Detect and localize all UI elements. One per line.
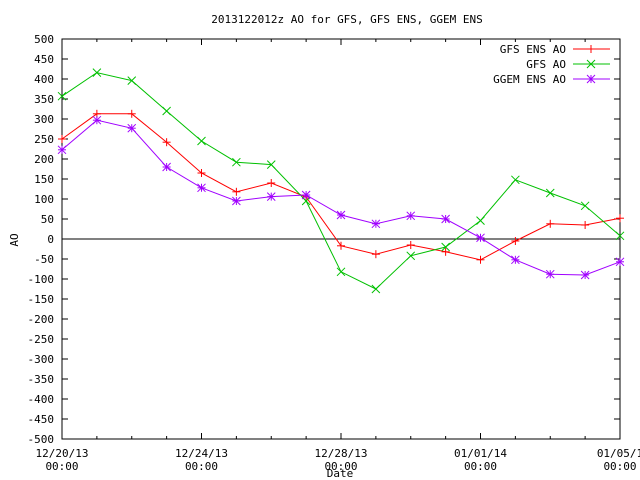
data-point (511, 255, 520, 265)
data-point (127, 123, 137, 133)
data-point (127, 109, 136, 118)
data-point (587, 45, 595, 53)
series-gfs-ens-ao (58, 109, 624, 264)
y-tick-label: -250 (28, 333, 55, 346)
data-point (336, 210, 346, 220)
x-tick-label-time: 00:00 (45, 460, 78, 473)
y-axis-label: AO (8, 233, 21, 246)
data-point (162, 162, 171, 172)
y-tick-label: 150 (34, 173, 54, 186)
data-point (441, 242, 450, 252)
data-point (406, 211, 416, 221)
chart-title: 2013122012z AO for GFS, GFS ENS, GGEM EN… (211, 13, 483, 26)
data-point (92, 115, 102, 125)
data-point (476, 255, 485, 264)
legend-label: GGEM ENS AO (493, 73, 566, 86)
y-tick-label: 50 (41, 213, 54, 226)
data-point (580, 270, 590, 280)
series-line (61, 119, 621, 276)
data-point (586, 59, 596, 69)
data-point (511, 175, 520, 185)
y-tick-label: 400 (34, 73, 54, 86)
legend: GFS ENS AO GFS AO GGEM ENS AO (493, 43, 610, 86)
data-point (616, 214, 624, 223)
series-gfs-ao (57, 68, 625, 294)
data-point (615, 257, 625, 267)
y-tick-label: 500 (34, 33, 54, 46)
data-point (476, 233, 485, 243)
y-tick-label: -400 (28, 393, 55, 406)
y-tick-label: 250 (34, 133, 54, 146)
series-ggem-ens-ao (57, 115, 625, 280)
x-tick-label-time: 00:00 (324, 460, 357, 473)
data-point (267, 179, 276, 187)
data-point (266, 192, 276, 201)
x-tick-label-time: 00:00 (464, 460, 497, 473)
data-point (57, 145, 67, 155)
x-tick-label: 12/24/13 (175, 447, 228, 460)
data-point (581, 221, 590, 229)
data-point (336, 267, 346, 277)
data-point (546, 219, 555, 228)
data-point (232, 196, 241, 206)
data-point (615, 231, 625, 241)
series-line (61, 72, 621, 290)
y-tick-label: 300 (34, 113, 54, 126)
data-point (406, 251, 416, 261)
data-point (371, 219, 381, 229)
data-point (58, 135, 66, 143)
y-tick-label: -100 (28, 273, 55, 286)
series-line (61, 113, 621, 261)
data-point (197, 136, 206, 146)
y-tick-label: -200 (28, 313, 55, 326)
y-tick-label: 450 (34, 53, 54, 66)
series-layer (57, 68, 625, 294)
data-point (476, 216, 485, 225)
data-point (580, 201, 590, 211)
data-point (441, 214, 450, 224)
data-point (266, 160, 276, 169)
data-point (232, 187, 241, 196)
axes: 500450400350300250200150100500-50-100-15… (28, 33, 640, 473)
y-tick-label: 100 (34, 193, 54, 206)
data-point (197, 169, 206, 177)
data-point (92, 68, 102, 77)
data-point (57, 91, 67, 101)
data-point (371, 250, 380, 259)
data-point (337, 241, 345, 250)
y-tick-label: 200 (34, 153, 54, 166)
data-point (232, 157, 241, 167)
data-point (301, 190, 311, 200)
y-tick-label: -500 (28, 433, 55, 446)
data-point (197, 183, 206, 193)
y-tick-label: -150 (28, 293, 55, 306)
data-point (545, 188, 555, 198)
data-point (162, 106, 171, 116)
legend-label: GFS ENS AO (500, 43, 566, 56)
x-tick-label: 01/01/14 (454, 447, 507, 460)
data-point (406, 241, 415, 249)
x-tick-label-time: 00:00 (185, 460, 218, 473)
y-tick-label: -350 (28, 373, 55, 386)
y-tick-label: 350 (34, 93, 54, 106)
x-tick-label: 12/28/13 (315, 447, 368, 460)
x-tick-label-time: 00:00 (603, 460, 636, 473)
data-point (511, 237, 520, 245)
data-point (162, 138, 171, 147)
x-tick-label: 12/20/13 (36, 447, 89, 460)
x-axis-label: Date (327, 467, 354, 480)
x-tick-label: 01/05/1 (597, 447, 640, 460)
y-tick-label: -50 (34, 253, 54, 266)
y-tick-label: -300 (28, 353, 55, 366)
data-point (127, 76, 137, 85)
y-tick-label: 0 (47, 233, 54, 246)
data-point (371, 284, 381, 294)
y-tick-label: -450 (28, 413, 55, 426)
data-point (545, 269, 555, 279)
legend-label: GFS AO (526, 58, 566, 71)
data-point (441, 247, 450, 256)
data-point (586, 74, 596, 84)
